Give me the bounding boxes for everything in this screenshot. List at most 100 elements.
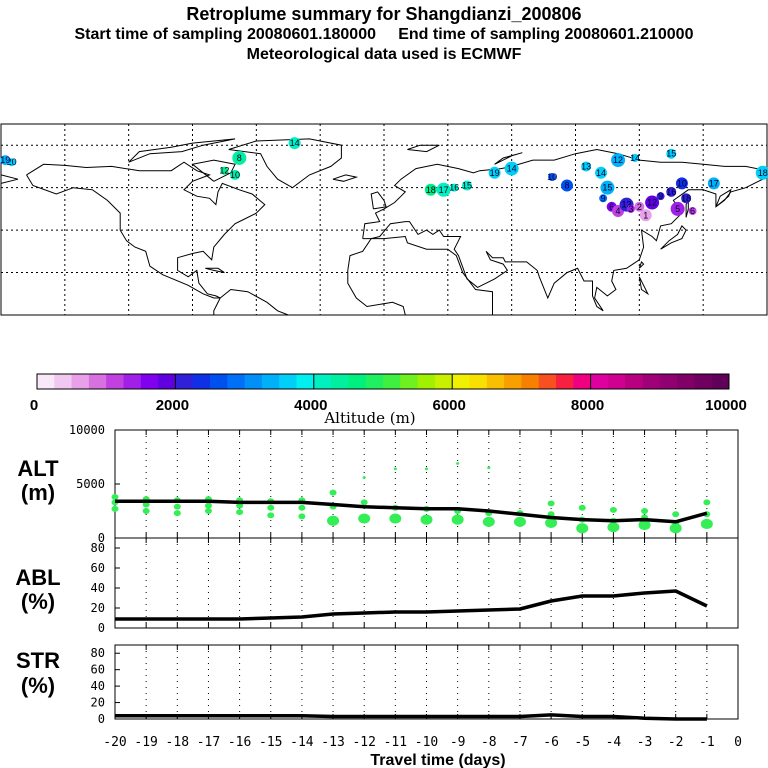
altitude-dot: [236, 509, 244, 516]
colorbar-swatch: [434, 374, 453, 389]
panel-unit-label: (m): [21, 480, 55, 505]
altitude-dot: [451, 514, 464, 525]
x-tick-label: -15: [259, 735, 282, 750]
plume-day-label: 20: [7, 157, 17, 167]
colorbar-swatch: [192, 374, 211, 389]
plume-dot: [461, 180, 472, 191]
plume-day-label: 18: [681, 193, 691, 203]
plume-dot: [670, 201, 685, 216]
plume-day-label: 13: [581, 161, 591, 171]
colorbar-tick-label: 2000: [156, 397, 189, 414]
altitude-dot: [267, 504, 275, 511]
x-tick-label: -6: [543, 735, 559, 750]
colorbar-swatch: [88, 374, 107, 389]
plume-dot: [450, 183, 459, 192]
colorbar-swatch: [261, 374, 280, 389]
y-tick-label: 60: [91, 663, 105, 677]
plume-day-label: 3: [628, 204, 633, 214]
plume-dot: [288, 137, 301, 150]
altitude-dot: [703, 499, 711, 506]
coast-greenland: [228, 138, 342, 189]
altitude-dot: [638, 519, 651, 531]
plume-day-label: 13: [622, 200, 632, 210]
panel-alt: 0 5000 10000: [69, 423, 739, 545]
plume-dot: [675, 177, 688, 190]
y-tick-label: 0: [98, 712, 105, 726]
plume-day-label: 2: [637, 202, 642, 212]
plume-day-label: 15: [462, 181, 472, 191]
y-tick-label: 5000: [76, 477, 105, 491]
colorbar-swatch: [607, 374, 626, 389]
colorbar-swatch: [590, 374, 609, 389]
plume-dot: [436, 182, 451, 197]
x-tick-label: -1: [699, 735, 715, 750]
coast-iceland: [332, 174, 359, 182]
plume-dot: [707, 177, 720, 190]
colorbar-swatch: [694, 374, 713, 389]
altitude-dot: [362, 476, 366, 479]
altitude-dot: [327, 515, 340, 526]
plume-day-label: 10: [677, 178, 687, 188]
x-tick-label: -2: [668, 735, 684, 750]
colorbar-tick-label: 0: [30, 397, 38, 414]
x-tick-label: -13: [321, 735, 344, 750]
coast-africa: [347, 235, 493, 316]
plume-day-label: 15: [602, 183, 612, 193]
colorbar-swatch: [331, 374, 349, 389]
x-tick-label: -19: [134, 735, 157, 750]
plume-day-label: 9: [601, 193, 606, 203]
x-tick-label: -4: [606, 735, 622, 750]
altitude-dot: [173, 503, 181, 510]
plume-dot: [656, 192, 665, 201]
y-tick-label: 0: [98, 531, 105, 545]
panel-label: ALT: [17, 456, 59, 481]
altitude-dot: [389, 513, 402, 524]
altitude-dot: [487, 466, 491, 470]
plume-day-label: 19: [490, 168, 500, 178]
x-tick-label: 0: [734, 735, 742, 750]
series-line: [115, 589, 708, 621]
plume-dot: [666, 148, 677, 159]
y-tick-label: 10000: [69, 423, 105, 437]
panel-label: STR: [16, 648, 60, 673]
plume-dot: [599, 194, 608, 203]
plume-dot: [230, 169, 241, 180]
altitude-dot: [578, 504, 586, 511]
panel-label: ABL: [15, 565, 60, 590]
coast-kamchatka: [715, 188, 732, 208]
plume-day-label: 14: [596, 168, 606, 178]
coast-svalbard: [407, 144, 440, 153]
x-tick-label: -10: [415, 735, 438, 750]
x-tick-label: -11: [384, 735, 407, 750]
plume-day-label: 12: [647, 198, 657, 208]
altitude-dot: [393, 467, 397, 471]
colorbar-swatch: [400, 374, 418, 389]
plume-dot: [600, 180, 615, 195]
plume-dot: [0, 155, 11, 166]
colorbar-tick-label: 8000: [571, 397, 604, 414]
altitude-colorbar: [36, 373, 730, 390]
coast-arctic-islands-ca: [128, 138, 236, 163]
plume-dot: [611, 153, 626, 168]
plume-dot: [755, 165, 768, 180]
colorbar-swatch: [521, 374, 540, 389]
colorbar-swatch: [140, 374, 159, 389]
coast-alaska-w: [0, 174, 19, 184]
colorbar-swatch: [227, 374, 245, 389]
altitude-dot: [204, 508, 212, 514]
x-tick-label: -18: [166, 735, 189, 750]
panel-unit-label: (%): [21, 589, 55, 614]
plume-dot: [595, 166, 608, 179]
colorbar-swatch: [504, 374, 522, 389]
y-tick-label: 20: [91, 696, 105, 710]
series-line: [115, 499, 708, 524]
plume-day-label: 10: [547, 172, 557, 182]
x-tick-label: -5: [574, 735, 590, 750]
plume-day-label: 14: [290, 138, 300, 148]
colorbar-swatch: [54, 374, 72, 389]
plume-day-label: 9: [658, 191, 663, 201]
altitude-dot: [173, 510, 181, 517]
colorbar-label: Altitude (m): [323, 409, 415, 427]
y-tick-label: 20: [91, 601, 105, 615]
colorbar-swatch: [659, 374, 678, 389]
